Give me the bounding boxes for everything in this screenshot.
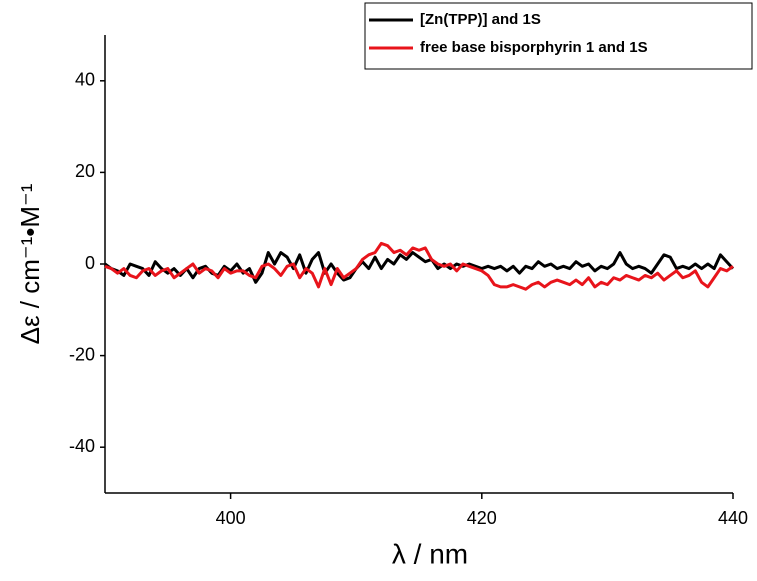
legend-box — [364, 2, 753, 70]
y-tick-label: 0 — [85, 253, 95, 273]
y-tick-label: 20 — [75, 161, 95, 181]
x-tick-label: 440 — [718, 508, 748, 528]
x-axis-title: λ / nm — [392, 538, 468, 569]
legend-label: [Zn(TPP)] and 1S — [420, 11, 541, 28]
series-line — [104, 251, 735, 284]
y-axis-title: Δε / cm⁻¹•M⁻¹ — [15, 183, 45, 344]
y-tick-label: -40 — [69, 436, 95, 456]
y-tick-label: 40 — [75, 70, 95, 90]
x-tick-label: 400 — [216, 508, 246, 528]
y-tick-label: -20 — [69, 344, 95, 364]
series-line — [104, 241, 734, 291]
legend-label: free base bisporphyrin 1 and 1S — [420, 39, 648, 56]
x-tick-label: 420 — [467, 508, 497, 528]
